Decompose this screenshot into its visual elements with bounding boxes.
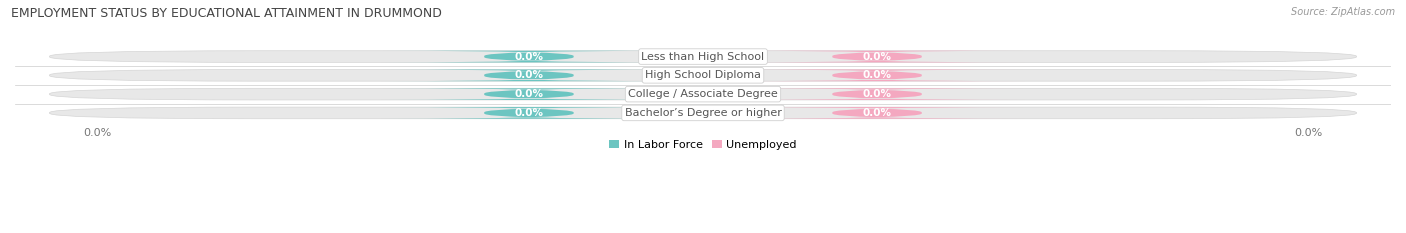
FancyBboxPatch shape bbox=[381, 51, 676, 62]
Text: College / Associate Degree: College / Associate Degree bbox=[628, 89, 778, 99]
FancyBboxPatch shape bbox=[730, 107, 1025, 119]
FancyBboxPatch shape bbox=[381, 107, 676, 119]
Text: Less than High School: Less than High School bbox=[641, 51, 765, 62]
Bar bbox=[15, 47, 1391, 66]
Text: EMPLOYMENT STATUS BY EDUCATIONAL ATTAINMENT IN DRUMMOND: EMPLOYMENT STATUS BY EDUCATIONAL ATTAINM… bbox=[11, 7, 441, 20]
Text: 0.0%: 0.0% bbox=[862, 89, 891, 99]
FancyBboxPatch shape bbox=[49, 51, 1357, 62]
Text: 0.0%: 0.0% bbox=[862, 108, 891, 118]
Text: Source: ZipAtlas.com: Source: ZipAtlas.com bbox=[1291, 7, 1395, 17]
FancyBboxPatch shape bbox=[49, 88, 1357, 100]
FancyBboxPatch shape bbox=[730, 88, 1025, 100]
Bar bbox=[15, 85, 1391, 103]
Text: High School Diploma: High School Diploma bbox=[645, 70, 761, 80]
Text: 0.0%: 0.0% bbox=[515, 89, 544, 99]
Text: Bachelor’s Degree or higher: Bachelor’s Degree or higher bbox=[624, 108, 782, 118]
FancyBboxPatch shape bbox=[381, 88, 676, 100]
FancyBboxPatch shape bbox=[730, 51, 1025, 62]
Text: 0.0%: 0.0% bbox=[515, 108, 544, 118]
FancyBboxPatch shape bbox=[730, 69, 1025, 81]
Text: 0.0%: 0.0% bbox=[515, 51, 544, 62]
FancyBboxPatch shape bbox=[49, 69, 1357, 81]
Bar bbox=[15, 66, 1391, 85]
Text: 0.0%: 0.0% bbox=[515, 70, 544, 80]
Legend: In Labor Force, Unemployed: In Labor Force, Unemployed bbox=[605, 135, 801, 154]
FancyBboxPatch shape bbox=[49, 107, 1357, 119]
Bar bbox=[15, 103, 1391, 122]
Text: 0.0%: 0.0% bbox=[862, 51, 891, 62]
Text: 0.0%: 0.0% bbox=[862, 70, 891, 80]
FancyBboxPatch shape bbox=[381, 69, 676, 81]
